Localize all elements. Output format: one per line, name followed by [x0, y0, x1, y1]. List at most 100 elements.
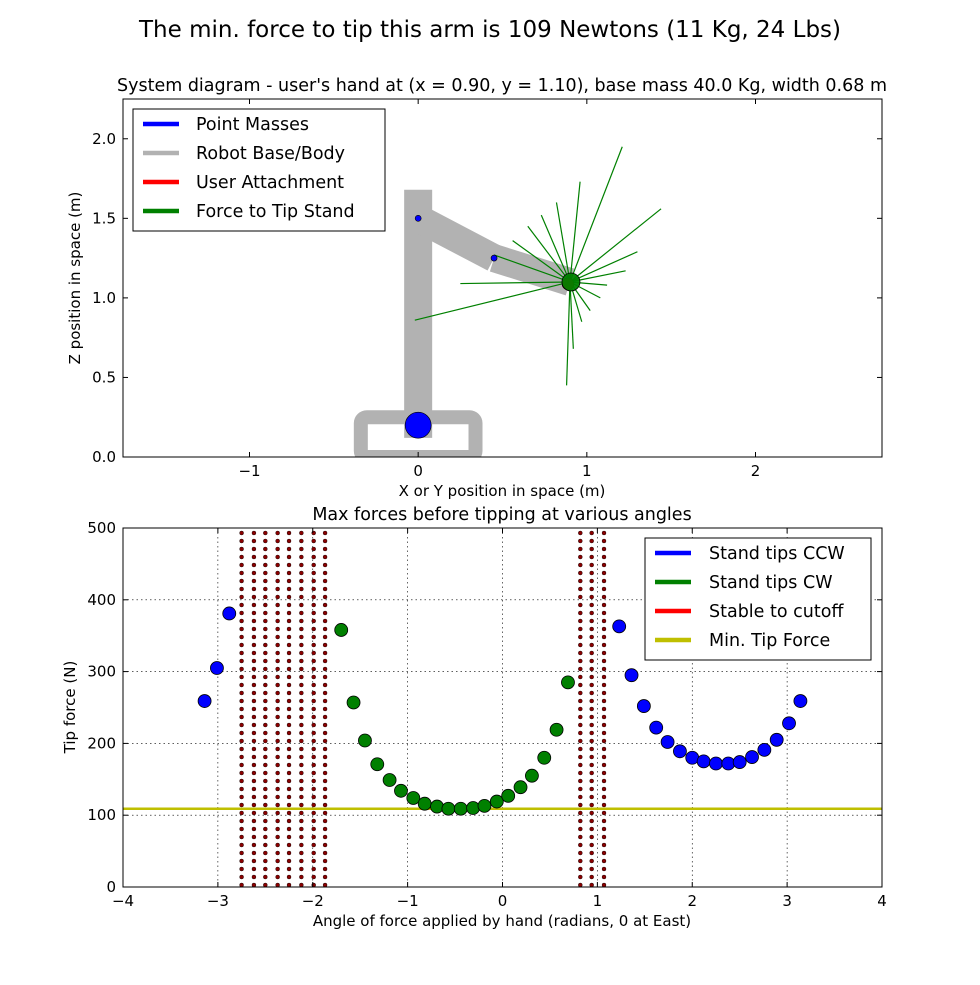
- stable-to-cutoff-point: [578, 730, 583, 736]
- stable-to-cutoff-point: [601, 834, 607, 840]
- stable-to-cutoff-point: [251, 666, 257, 672]
- stable-to-cutoff-point: [601, 730, 607, 736]
- stable-to-cutoff-point: [311, 858, 316, 864]
- stable-to-cutoff-point: [275, 586, 280, 592]
- stable-to-cutoff-point: [601, 794, 607, 800]
- stable-to-cutoff-point: [275, 674, 280, 680]
- stable-to-cutoff-point: [322, 826, 328, 832]
- stable-to-cutoff-point: [263, 586, 268, 592]
- stable-to-cutoff-point: [601, 762, 607, 768]
- stable-to-cutoff-point: [311, 826, 316, 832]
- stable-to-cutoff-point: [578, 770, 583, 776]
- stable-to-cutoff-point: [601, 842, 607, 848]
- stand-tips-cw-point: [513, 780, 528, 795]
- tip-force-plot: Max forces before tipping at various ang…: [61, 505, 887, 930]
- stable-to-cutoff-point: [589, 762, 594, 768]
- stable-to-cutoff-point: [251, 874, 257, 880]
- stable-to-cutoff-point: [322, 874, 328, 880]
- stand-tips-cw-point: [453, 801, 468, 816]
- stable-to-cutoff-point: [299, 874, 304, 880]
- stable-to-cutoff-point: [275, 562, 280, 568]
- stable-to-cutoff-point: [589, 634, 594, 640]
- stable-to-cutoff-point: [251, 802, 257, 808]
- stable-to-cutoff-point: [275, 850, 280, 856]
- stable-to-cutoff-point: [251, 866, 257, 872]
- stable-to-cutoff-point: [299, 754, 304, 760]
- stable-to-cutoff-point: [322, 538, 328, 544]
- stable-to-cutoff-point: [601, 722, 607, 728]
- stable-to-cutoff-point: [601, 802, 607, 808]
- stable-to-cutoff-point: [286, 770, 292, 776]
- stable-to-cutoff-point: [286, 882, 292, 887]
- stable-to-cutoff-point: [299, 802, 304, 808]
- stable-to-cutoff-point: [322, 642, 328, 648]
- stable-to-cutoff-point: [286, 802, 292, 808]
- stable-to-cutoff-point: [299, 626, 304, 632]
- stable-to-cutoff-point: [589, 570, 594, 576]
- stable-to-cutoff-point: [299, 714, 304, 720]
- stable-to-cutoff-point: [239, 626, 244, 632]
- stable-to-cutoff-point: [299, 602, 304, 608]
- stable-to-cutoff-point: [322, 722, 328, 728]
- stand-tips-cw-point: [430, 799, 444, 814]
- stable-to-cutoff-point: [589, 746, 594, 752]
- stable-to-cutoff-point: [239, 810, 244, 816]
- stable-to-cutoff-point: [589, 666, 594, 672]
- stable-to-cutoff-point: [275, 858, 280, 864]
- stable-to-cutoff-point: [311, 874, 316, 880]
- point-mass: [490, 254, 498, 262]
- stable-to-cutoff-point: [299, 706, 304, 712]
- system-diagram-plot: System diagram - user's hand at (x = 0.9…: [66, 76, 887, 500]
- force-vector-line: [569, 146, 623, 283]
- stable-to-cutoff-point: [286, 746, 292, 752]
- stable-to-cutoff-point: [578, 610, 583, 616]
- stable-to-cutoff-point: [578, 690, 583, 696]
- stable-to-cutoff-point: [286, 674, 292, 680]
- stable-to-cutoff-point: [251, 730, 257, 736]
- stable-to-cutoff-point: [275, 626, 280, 632]
- stable-to-cutoff-point: [589, 794, 594, 800]
- x-tick-label: 2: [751, 462, 761, 480]
- system-diagram-y-label: Z position in space (m): [66, 192, 84, 365]
- stable-to-cutoff-point: [251, 778, 257, 784]
- stable-to-cutoff-point: [239, 666, 244, 672]
- stable-to-cutoff-point: [311, 834, 316, 840]
- stable-to-cutoff-point: [589, 826, 594, 832]
- stable-to-cutoff-point: [239, 610, 244, 616]
- stand-tips-cw-point: [394, 783, 408, 798]
- stable-to-cutoff-point: [263, 778, 268, 784]
- stable-to-cutoff-point: [601, 658, 607, 664]
- stable-to-cutoff-point: [286, 650, 292, 656]
- stable-to-cutoff-point: [239, 778, 244, 784]
- stable-to-cutoff-point: [299, 842, 304, 848]
- stable-to-cutoff-point: [322, 594, 328, 600]
- stable-to-cutoff-point: [239, 594, 244, 600]
- stable-to-cutoff-point: [275, 714, 280, 720]
- stable-to-cutoff-point: [601, 738, 607, 744]
- stable-to-cutoff-point: [322, 786, 328, 792]
- stable-to-cutoff-point: [322, 802, 328, 808]
- stable-to-cutoff-point: [251, 650, 257, 656]
- hand-marker: [561, 272, 581, 292]
- stable-to-cutoff-point: [322, 738, 328, 744]
- system-diagram-frame: [122, 98, 883, 458]
- stable-to-cutoff-point: [275, 538, 280, 544]
- stable-to-cutoff-point: [239, 786, 244, 792]
- stable-to-cutoff-point: [299, 578, 304, 584]
- stable-to-cutoff-point: [251, 818, 257, 824]
- stable-to-cutoff-point: [578, 746, 583, 752]
- legend-label: Stable to cutoff: [709, 602, 844, 622]
- stand-tips-cw-point: [489, 794, 504, 809]
- stable-to-cutoff-point: [263, 746, 268, 752]
- stable-to-cutoff-point: [601, 874, 607, 880]
- stable-to-cutoff-point: [322, 674, 328, 680]
- stable-to-cutoff-point: [589, 874, 594, 880]
- stable-to-cutoff-point: [578, 794, 583, 800]
- stable-to-cutoff-point: [263, 594, 268, 600]
- stable-to-cutoff-point: [263, 770, 268, 776]
- stable-to-cutoff-point: [263, 658, 268, 664]
- stable-to-cutoff-point: [322, 650, 328, 656]
- stable-to-cutoff-point: [601, 546, 607, 552]
- stable-to-cutoff-point: [286, 586, 292, 592]
- stable-to-cutoff-point: [322, 610, 328, 616]
